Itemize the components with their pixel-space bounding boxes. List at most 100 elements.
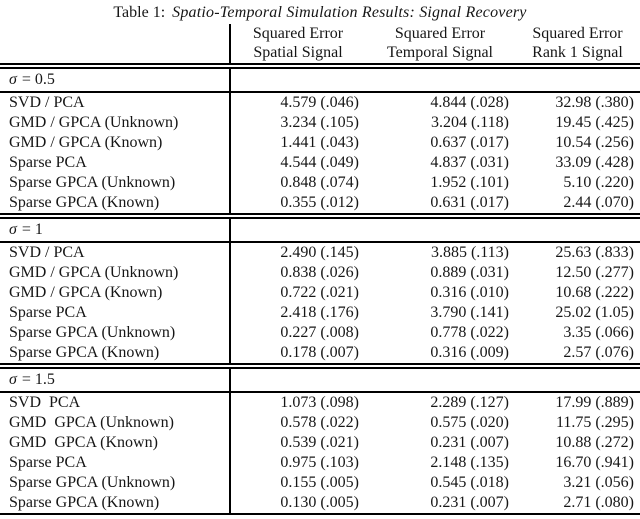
method-cell: GMD / GPCA (Known) (0, 133, 231, 153)
column-header-spatial: Squared Error Spatial Signal (230, 24, 365, 69)
results-table: Squared Error Spatial Signal Squared Err… (0, 24, 640, 515)
value-cell: 0.316 (.009) (365, 343, 515, 369)
value-cell: 0.155 (.005) (280, 474, 359, 491)
table-row: GMD GPCA (Unknown) 0.578 (.022) 0.575 (.… (0, 413, 640, 433)
method-cell: Sparse GPCA (Known) (0, 343, 231, 369)
value-cell: 0.227 (.008) (280, 324, 359, 341)
sigma-value: = 1 (21, 221, 43, 238)
value-cell: 0.722 (.021) (280, 284, 359, 301)
table-row: SVD / PCA 4.579 (.046) 4.844 (.028) 32.9… (0, 92, 640, 113)
sigma-symbol: σ (9, 371, 17, 388)
sigma-row: σ = 1.5 (0, 366, 640, 393)
value-cell: 0.637 (.017) (430, 134, 509, 151)
value-cell: 2.418 (.176) (280, 304, 359, 321)
sigma-row-blank (230, 216, 640, 243)
method-cell: Sparse GPCA (Unknown) (0, 473, 231, 493)
table-row: GMD / GPCA (Unknown) 3.234 (.105) 3.204 … (0, 113, 640, 133)
value-cell: 0.848 (.074) (280, 174, 359, 191)
value-cell: 16.70 (.941) (555, 454, 634, 471)
value-cell: 1.952 (.101) (430, 174, 509, 191)
value-cell: 3.885 (.113) (430, 244, 509, 261)
value-cell: 2.148 (.135) (430, 454, 509, 471)
table-row: GMD / GPCA (Known) 0.722 (.021) 0.316 (.… (0, 283, 640, 303)
method-cell: SVD / PCA (0, 92, 231, 113)
table-row: Sparse GPCA (Known) 0.355 (.012) 0.631 (… (0, 193, 640, 219)
column-header-temporal: Squared Error Temporal Signal (365, 24, 515, 69)
value-cell: 0.316 (.010) (430, 284, 509, 301)
table-row: Sparse PCA 4.544 (.049) 4.837 (.031) 33.… (0, 153, 640, 173)
table-row: Sparse GPCA (Unknown) 0.848 (.074) 1.952… (0, 173, 640, 193)
sigma-value: = 0.5 (21, 71, 55, 88)
column-header-line1: Squared Error (394, 25, 486, 42)
sigma-cell: σ = 0.5 (0, 66, 231, 93)
value-cell: 4.844 (.028) (430, 94, 509, 111)
value-cell: 0.231 (.007) (365, 493, 515, 515)
value-cell: 2.490 (.145) (280, 244, 359, 261)
value-cell: 25.02 (1.05) (555, 304, 634, 321)
value-cell: 3.21 (.056) (563, 474, 634, 491)
value-cell: 0.889 (.031) (430, 264, 509, 281)
column-header-line2: Temporal Signal (387, 44, 493, 61)
table-row: SVD PCA 1.073 (.098) 2.289 (.127) 17.99 … (0, 392, 640, 413)
method-cell: Sparse PCA (0, 453, 231, 473)
method-cell: GMD GPCA (Known) (0, 433, 231, 453)
value-cell: 1.441 (.043) (280, 134, 359, 151)
method-cell: Sparse GPCA (Unknown) (0, 323, 231, 343)
value-cell: 19.45 (.425) (555, 114, 634, 131)
method-cell: Sparse PCA (0, 303, 231, 323)
table-row: GMD / GPCA (Known) 1.441 (.043) 0.637 (.… (0, 133, 640, 153)
value-cell: 17.99 (.889) (555, 394, 634, 411)
value-cell: 2.44 (.070) (515, 193, 640, 219)
sigma-cell: σ = 1.5 (0, 366, 231, 393)
column-header-line2: Spatial Signal (253, 44, 343, 61)
table-row: GMD GPCA (Known) 0.539 (.021) 0.231 (.00… (0, 433, 640, 453)
value-cell: 10.88 (.272) (555, 434, 634, 451)
column-header-rank1: Squared Error Rank 1 Signal (515, 24, 640, 69)
value-cell: 4.544 (.049) (280, 154, 359, 171)
value-cell: 0.575 (.020) (430, 414, 509, 431)
value-cell: 3.35 (.066) (563, 324, 634, 341)
value-cell: 32.98 (.380) (555, 94, 634, 111)
value-cell: 0.231 (.007) (430, 434, 509, 451)
sigma-cell: σ = 1 (0, 216, 231, 243)
value-cell: 3.790 (.141) (430, 304, 509, 321)
table-row: Sparse GPCA (Unknown) 0.227 (.008) 0.778… (0, 323, 640, 343)
value-cell: 0.130 (.005) (230, 493, 365, 515)
table-row: GMD / GPCA (Unknown) 0.838 (.026) 0.889 … (0, 263, 640, 283)
method-cell: Sparse GPCA (Unknown) (0, 173, 231, 193)
header-corner-cell (0, 24, 231, 69)
value-cell: 11.75 (.295) (555, 414, 634, 431)
value-cell: 4.837 (.031) (430, 154, 509, 171)
column-header-line1: Squared Error (252, 25, 344, 42)
value-cell: 4.579 (.046) (280, 94, 359, 111)
method-cell: GMD / GPCA (Unknown) (0, 263, 231, 283)
value-cell: 5.10 (.220) (563, 174, 634, 191)
table-number-label: Table 1: (113, 4, 166, 21)
table-caption-text: Spatio-Temporal Simulation Results: Sign… (172, 4, 527, 21)
sigma-symbol: σ (9, 221, 17, 238)
value-cell: 0.578 (.022) (280, 414, 359, 431)
method-cell: GMD / GPCA (Unknown) (0, 113, 231, 133)
column-header-line1: Squared Error (532, 25, 623, 42)
value-cell: 2.71 (.080) (515, 493, 640, 515)
value-cell: 3.204 (.118) (430, 114, 509, 131)
method-cell: GMD / GPCA (Known) (0, 283, 231, 303)
header-row: Squared Error Spatial Signal Squared Err… (0, 24, 640, 69)
method-cell: Sparse PCA (0, 153, 231, 173)
value-cell: 0.545 (.018) (430, 474, 509, 491)
method-cell: SVD PCA (0, 392, 231, 413)
sigma-row-blank (230, 66, 640, 93)
table-row: Sparse GPCA (Known) 0.178 (.007) 0.316 (… (0, 343, 640, 369)
table-row: Sparse GPCA (Unknown) 0.155 (.005) 0.545… (0, 473, 640, 493)
column-header-line2: Rank 1 Signal (532, 44, 623, 61)
method-cell: SVD / PCA (0, 242, 231, 263)
sigma-symbol: σ (9, 71, 17, 88)
table-row: Sparse PCA 2.418 (.176) 3.790 (.141) 25.… (0, 303, 640, 323)
sigma-value: = 1.5 (21, 371, 55, 388)
method-cell: Sparse GPCA (Known) (0, 193, 231, 219)
value-cell: 10.54 (.256) (555, 134, 634, 151)
table-row: Sparse PCA 0.975 (.103) 2.148 (.135) 16.… (0, 453, 640, 473)
method-cell: GMD GPCA (Unknown) (0, 413, 231, 433)
value-cell: 10.68 (.222) (555, 284, 634, 301)
